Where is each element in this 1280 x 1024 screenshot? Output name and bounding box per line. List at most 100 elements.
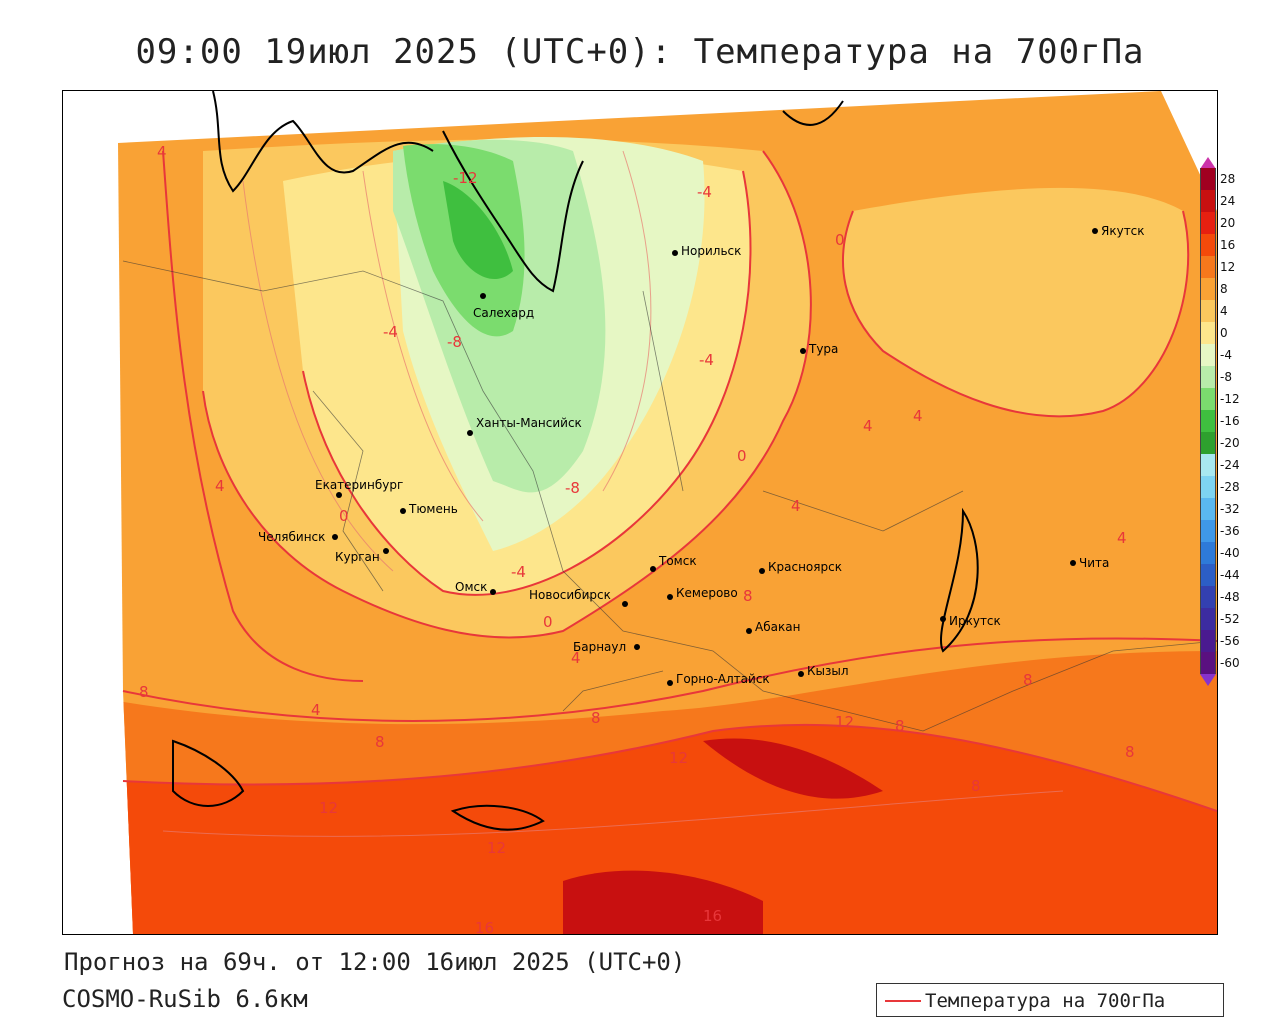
svg-text:12: 12 [669,749,688,767]
colorbar-cell [1200,168,1216,190]
svg-text:0: 0 [737,447,747,465]
svg-text:12: 12 [487,839,506,857]
colorbar-cell [1200,300,1216,322]
svg-text:Екатеринбург: Екатеринбург [315,478,403,492]
svg-text:Тюмень: Тюмень [408,502,458,516]
colorbar-cell [1200,652,1216,674]
model-info: COSMO-RuSib 6.6км [62,985,308,1013]
colorbar-label: 28 [1220,172,1236,186]
svg-text:8: 8 [139,683,149,701]
colorbar-label: 12 [1220,260,1236,274]
svg-text:Якутск: Якутск [1101,224,1145,238]
svg-text:Омск: Омск [455,580,487,594]
colorbar-cell [1200,366,1216,388]
svg-text:4: 4 [913,407,923,425]
svg-text:16: 16 [703,907,722,925]
svg-text:8: 8 [375,733,385,751]
colorbar-label: 16 [1220,238,1236,252]
colorbar-label: 4 [1220,304,1228,318]
svg-text:8: 8 [971,777,981,795]
colorbar-label: 20 [1220,216,1236,230]
city-kyzyl: Кызыл [798,664,849,678]
colorbar-cell [1200,476,1216,498]
city-tomsk: Томск [650,554,697,572]
svg-text:12: 12 [835,713,854,731]
colorbar-label: -44 [1220,568,1240,582]
colorbar-cell [1200,410,1216,432]
colorbar-cell [1200,278,1216,300]
city-salekhard: Салехард [473,293,534,320]
svg-text:-8: -8 [447,333,462,351]
svg-text:-4: -4 [511,563,526,581]
colorbar-label: -60 [1220,656,1240,670]
svg-text:0: 0 [835,231,845,249]
svg-text:Ханты-Мансийск: Ханты-Мансийск [476,416,582,430]
colorbar [1200,168,1216,674]
city-tura: Тура [800,342,838,356]
temperature-map[interactable]: Якутск Норильск Салехард Тура Ханты-Манс… [62,90,1218,935]
colorbar-cell [1200,586,1216,608]
svg-text:4: 4 [571,649,581,667]
colorbar-cell [1200,498,1216,520]
colorbar-label: 8 [1220,282,1228,296]
svg-text:Иркутск: Иркутск [949,614,1001,628]
svg-text:Челябинск: Челябинск [258,530,325,544]
series-legend-swatch [885,1000,921,1002]
colorbar-label: -48 [1220,590,1240,604]
colorbar-cell [1200,432,1216,454]
city-kurgan: Курган [335,548,389,564]
colorbar-up-arrow [1200,157,1216,169]
series-legend-label: Температура на 700гПа [925,990,1166,1012]
svg-text:Новосибирск: Новосибирск [529,588,611,602]
city-ekaterinburg: Екатеринбург [315,478,403,498]
svg-text:Горно-Алтайск: Горно-Алтайск [676,672,770,686]
colorbar-cell [1200,454,1216,476]
coastlines [172,91,979,831]
map-title: 09:00 19июл 2025 (UTC+0): Температура на… [135,32,1145,72]
borders [122,260,1217,732]
colorbar-cell [1200,564,1216,586]
svg-text:12: 12 [319,799,338,817]
city-novosibirsk: Новосибирск [529,588,628,607]
city-krasnoyarsk: Красноярск [759,560,842,574]
city-abakan: Абакан [746,620,800,634]
svg-text:0: 0 [339,507,349,525]
city-gorno-altaysk: Горно-Алтайск [667,672,770,686]
svg-text:Барнаул: Барнаул [573,640,626,654]
colorbar-cell [1200,344,1216,366]
svg-text:Красноярск: Красноярск [768,560,842,574]
colorbar-cell [1200,630,1216,652]
svg-text:8: 8 [1125,743,1135,761]
map-canvas: Якутск Норильск Салехард Тура Ханты-Манс… [118,91,1217,934]
colorbar-label: -32 [1220,502,1240,516]
colorbar-cell [1200,190,1216,212]
city-chita: Чита [1070,556,1109,570]
svg-text:-12: -12 [453,169,478,187]
city-markers: Якутск Норильск Салехард Тура Ханты-Манс… [258,224,1145,686]
svg-text:Чита: Чита [1079,556,1109,570]
svg-text:16: 16 [475,919,494,934]
svg-text:Кызыл: Кызыл [807,664,849,678]
svg-text:4: 4 [215,477,225,495]
colorbar-label: -24 [1220,458,1240,472]
colorbar-label: 24 [1220,194,1236,208]
svg-text:-4: -4 [699,351,714,369]
colorbar-cell [1200,234,1216,256]
city-yakutsk: Якутск [1092,224,1145,238]
colorbar-cell [1200,542,1216,564]
svg-text:Тура: Тура [808,342,838,356]
colorbar-labels: 28 24 20 16 12 8 4 0 -4 -8 -12 -16 -20 -24 -28 -32 -36 -4… [1220,172,1240,678]
city-omsk: Омск [455,580,496,595]
svg-text:8: 8 [591,709,601,727]
city-chelyabinsk: Челябинск [258,530,338,544]
colorbar-cell [1200,608,1216,630]
svg-text:Томск: Томск [658,554,697,568]
colorbar-down-arrow [1200,674,1216,686]
city-khanty-mansiysk: Ханты-Мансийск [467,416,582,436]
city-barnaul: Барнаул [573,640,640,654]
forecast-info: Прогноз на 69ч. от 12:00 16июл 2025 (UTC… [64,948,686,976]
svg-text:4: 4 [863,417,873,435]
svg-text:-8: -8 [565,479,580,497]
colorbar-label: -28 [1220,480,1240,494]
colorbar-cell [1200,388,1216,410]
